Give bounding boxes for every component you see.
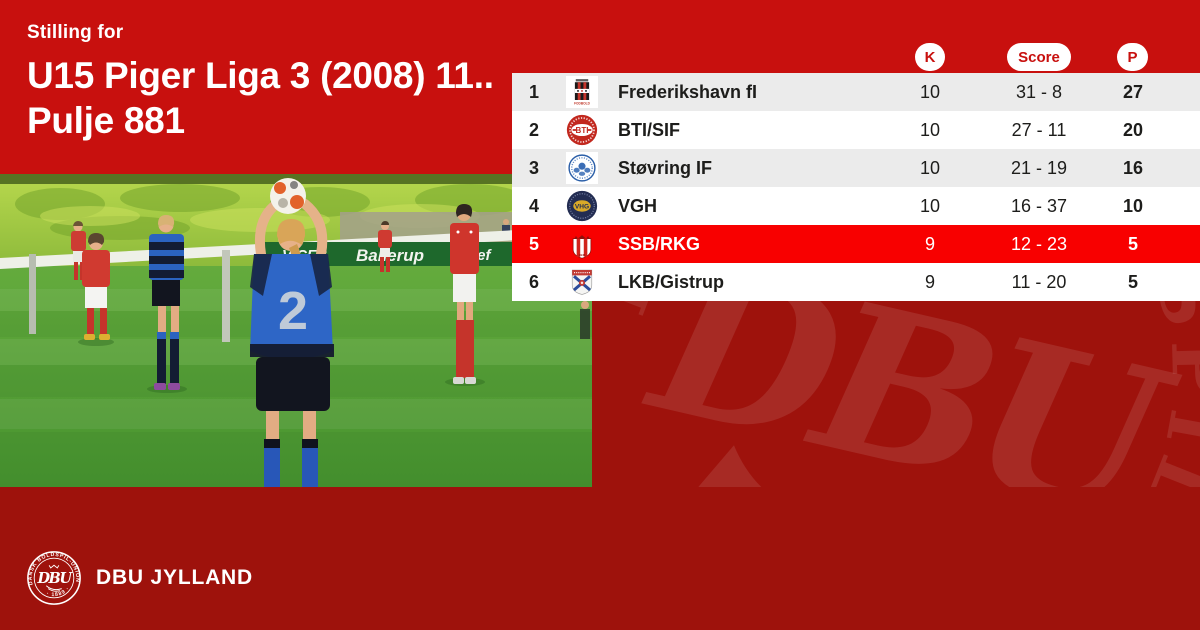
club-name-cell: BTI/SIF — [618, 119, 680, 140]
bti-crest: BTI — [564, 112, 600, 148]
table-row: 3 Støvring IF 10 21 - 19 16 — [512, 149, 1200, 187]
stovring-if-crest — [564, 150, 600, 186]
title-line-1: U15 Piger Liga 3 (2008) 11.. — [27, 55, 494, 96]
dbu-crest-logo: DANSK BOLDSPIL-UNION · 1889 · DBU — [25, 549, 83, 607]
points-cell: 5 — [1127, 271, 1138, 292]
lkb-gistrup-crest — [564, 264, 600, 300]
vgh-crest: VHG — [564, 188, 600, 224]
club-name-cell: Støvring IF — [618, 157, 712, 178]
column-pill-score: Score — [1007, 43, 1071, 71]
matches-cell: 10 — [919, 81, 941, 102]
crest-crown — [48, 564, 60, 569]
crest-wing — [45, 585, 62, 592]
org-name: DBU JYLLAND — [96, 566, 253, 589]
photo-player-thrower: 2 — [250, 178, 334, 487]
table-row: 5 1945 SSB/RKG 9 12 - 23 5 — [512, 225, 1200, 263]
points-cell: 27 — [1122, 81, 1144, 102]
matches-cell: 9 — [924, 233, 935, 254]
score-cell: 11 - 20 — [1011, 271, 1067, 292]
photo-player-far-right — [580, 301, 590, 339]
jersey-number: 2 — [278, 281, 308, 341]
frederikshavn-fi-crest: FODBOLD — [564, 74, 600, 110]
table-row: 1 FODBOLD Frederikshavn fI 10 31 - 8 27 — [512, 73, 1200, 111]
matches-cell: 10 — [919, 195, 941, 216]
eyebrow-label: Stilling for — [27, 22, 124, 43]
matches-cell: 10 — [919, 157, 941, 178]
score-cell: 31 - 8 — [1015, 81, 1063, 102]
position-cell: 2 — [528, 119, 539, 140]
score-cell: 27 - 11 — [1011, 119, 1067, 140]
score-cell: 12 - 23 — [1010, 233, 1068, 254]
points-cell: 20 — [1122, 119, 1144, 140]
header: Stilling for U15 Piger Liga 3 (2008) 11.… — [27, 22, 494, 143]
title-line-2: Pulje 881 — [27, 100, 185, 141]
position-cell: 4 — [528, 195, 539, 216]
club-name-cell: SSB/RKG — [618, 233, 701, 254]
ssb-rkg-crest: 1945 — [564, 226, 600, 262]
watermark-monogram: DBU — [630, 301, 1193, 487]
score-cell: 21 - 19 — [1010, 157, 1068, 178]
ad-text-2: Ballerup — [356, 246, 424, 265]
points-cell: 16 — [1122, 157, 1144, 178]
table-row: 6 LKB/Gistrup 9 11 - 20 5 — [512, 263, 1200, 301]
position-cell: 6 — [528, 271, 539, 292]
club-name-cell: VGH — [618, 195, 658, 216]
dbu-crest-watermark: DANSK BOLDSPIL-UNION DBU — [592, 301, 1200, 487]
club-name-cell: Frederikshavn fI — [618, 81, 758, 102]
photo-player-red-left — [78, 233, 114, 346]
column-pill-k: K — [915, 43, 945, 71]
table-row: 2 BTI BTI/SIF 10 27 - 11 20 — [512, 111, 1200, 149]
position-cell: 5 — [528, 233, 539, 254]
crest-monogram: DBU — [36, 570, 73, 587]
svg-text:1945: 1945 — [579, 253, 586, 257]
score-cell: 16 - 37 — [1010, 195, 1068, 216]
svg-text:FODBOLD: FODBOLD — [574, 101, 590, 105]
points-cell: 5 — [1127, 233, 1138, 254]
photo-player-red-far-middle — [378, 221, 392, 272]
page-title: U15 Piger Liga 3 (2008) 11.. Pulje 881 — [27, 53, 494, 143]
standings-table-body: 1 FODBOLD Frederikshavn fI 10 31 - 8 27 … — [512, 73, 1200, 301]
svg-text:VHG: VHG — [575, 203, 589, 210]
position-cell: 3 — [528, 157, 539, 178]
photo-player-red-center — [445, 204, 485, 386]
standings-column-headers: K Score P — [0, 0, 1200, 73]
column-pill-p: P — [1117, 43, 1148, 71]
club-name-cell: LKB/Gistrup — [618, 271, 724, 292]
svg-text:BTI: BTI — [576, 126, 589, 135]
matches-cell: 9 — [924, 271, 935, 292]
matches-cell: 10 — [919, 119, 941, 140]
position-cell: 1 — [528, 81, 539, 102]
points-cell: 10 — [1122, 195, 1144, 216]
watermark-wing — [697, 445, 848, 487]
table-row: 4 VHG VGH 10 16 - 37 10 — [512, 187, 1200, 225]
photo-player-blue-hooped — [147, 215, 187, 393]
match-photo: VICES Ballerup def — [0, 174, 592, 487]
